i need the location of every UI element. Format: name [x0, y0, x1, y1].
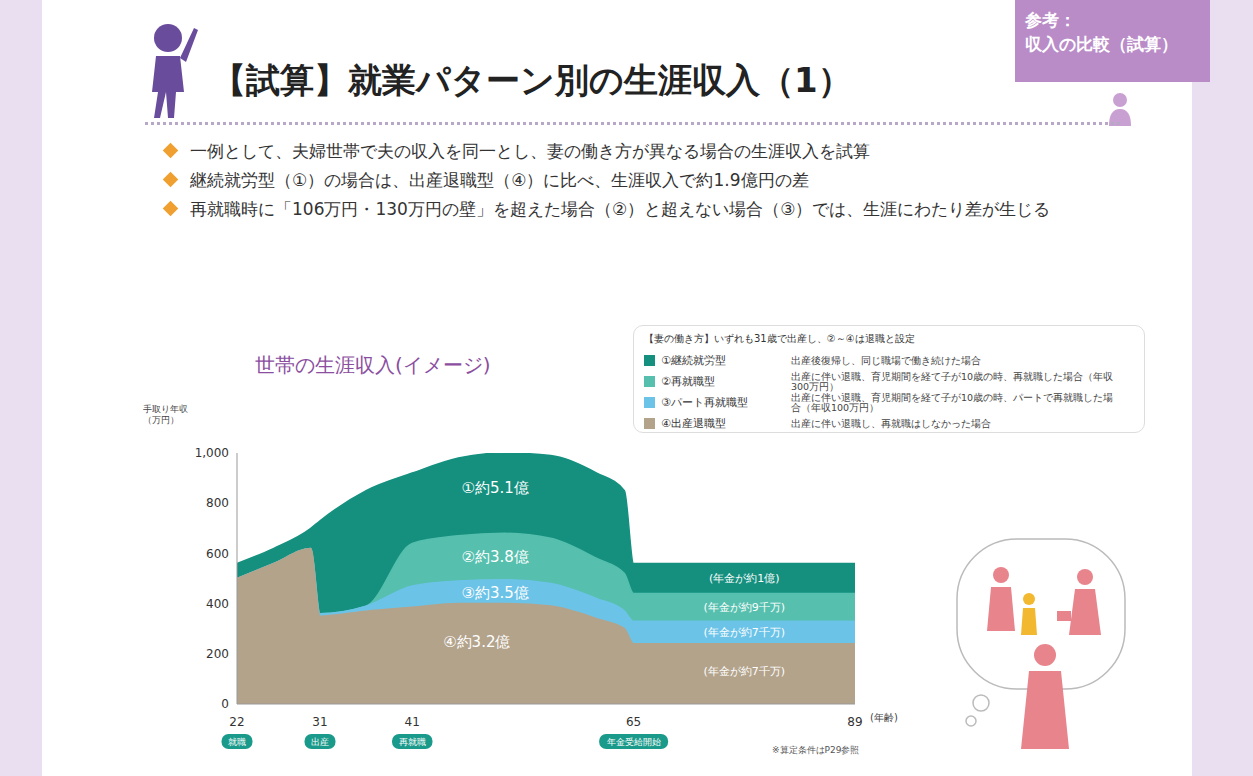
html-text:①継続就労型: ①継続就労型: [661, 354, 726, 367]
html-text:※算定条件はP29参照: ※算定条件はP29参照: [772, 745, 860, 755]
html-text:④出産退職型: ④出産退職型: [661, 417, 726, 430]
html-text:出産後復帰し、同じ職場で働き続けた場合: 出産後復帰し、同じ職場で働き続けた場合: [791, 354, 981, 366]
html-text:手取り年収: 手取り年収: [143, 404, 188, 414]
svg-text:22: 22: [229, 715, 244, 729]
svg-text:200: 200: [206, 647, 229, 661]
svg-text:600: 600: [206, 547, 229, 561]
svg-text:800: 800: [206, 496, 229, 510]
html-text:世帯の生涯収入(イメージ): 世帯の生涯収入(イメージ): [255, 353, 491, 377]
svg-text:年金受給開始: 年金受給開始: [607, 737, 661, 747]
svg-text:④約3.2億: ④約3.2億: [443, 633, 510, 651]
svg-text:(年金が約1億): (年金が約1億): [709, 572, 780, 585]
html-text:再就職時に「106万円・130万円の壁」を超えた場合（②）と: 再就職時に「106万円・130万円の壁」を超えた場合（②）と超えない場合（③）で…: [190, 199, 1051, 219]
html-text:参考：: 参考：: [1025, 10, 1076, 30]
html-text:出産に伴い退職、育児期間を経て子が10歳の時、再就職した場合: 出産に伴い退職、育児期間を経て子が10歳の時、再就職した場合（年収300万円）: [791, 370, 1114, 392]
html-text:出産に伴い退職、育児期間を経て子が10歳の時、パートで再就職: 出産に伴い退職、育児期間を経て子が10歳の時、パートで再就職した場合（年収100…: [791, 391, 1114, 413]
html-text:【妻の働き方】いずれも31歳で出産し、②～④は退職と設定: 【妻の働き方】いずれも31歳で出産し、②～④は退職と設定: [644, 333, 915, 344]
svg-text:(年金が約7千万): (年金が約7千万): [704, 626, 786, 639]
svg-text:(年金が約9千万): (年金が約9千万): [704, 601, 786, 614]
html-text:②再就職型: ②再就職型: [661, 375, 715, 388]
svg-text:就職: 就職: [228, 737, 246, 747]
html-text:(年齢): (年齢): [870, 712, 898, 723]
svg-text:400: 400: [206, 597, 229, 611]
svg-text:(年金が約7千万): (年金が約7千万): [704, 665, 786, 678]
svg-text:1,000: 1,000: [195, 446, 229, 460]
html-text:収入の比較（試算）: 収入の比較（試算）: [1025, 34, 1178, 54]
html-text:（万円）: （万円）: [143, 415, 179, 425]
svg-text:41: 41: [405, 715, 420, 729]
svg-text:①約5.1億: ①約5.1億: [462, 479, 529, 497]
html-text:継続就労型（①）の場合は、出産退職型（④）に比べ、生涯収入で: 継続就労型（①）の場合は、出産退職型（④）に比べ、生涯収入で約1.9億円の差: [190, 170, 809, 190]
svg-text:③約3.5億: ③約3.5億: [462, 584, 529, 602]
svg-text:0: 0: [221, 697, 229, 711]
html-text:③パート再就職型: ③パート再就職型: [661, 396, 748, 409]
html-text:一例として、夫婦世帯で夫の収入を同一とし、妻の働き方が異なる: 一例として、夫婦世帯で夫の収入を同一とし、妻の働き方が異なる場合の生涯収入を試算: [190, 141, 870, 161]
html-text:【試算】就業パターン別の生涯収入（1）: 【試算】就業パターン別の生涯収入（1）: [212, 60, 852, 100]
svg-text:89: 89: [847, 715, 862, 729]
svg-text:31: 31: [312, 715, 327, 729]
svg-text:②約3.8億: ②約3.8億: [462, 548, 529, 566]
svg-text:出産: 出産: [311, 737, 329, 747]
svg-text:65: 65: [626, 715, 641, 729]
svg-text:再就職: 再就職: [399, 737, 426, 747]
html-text:出産に伴い退職し、再就職はしなかった場合: 出産に伴い退職し、再就職はしなかった場合: [791, 417, 991, 429]
